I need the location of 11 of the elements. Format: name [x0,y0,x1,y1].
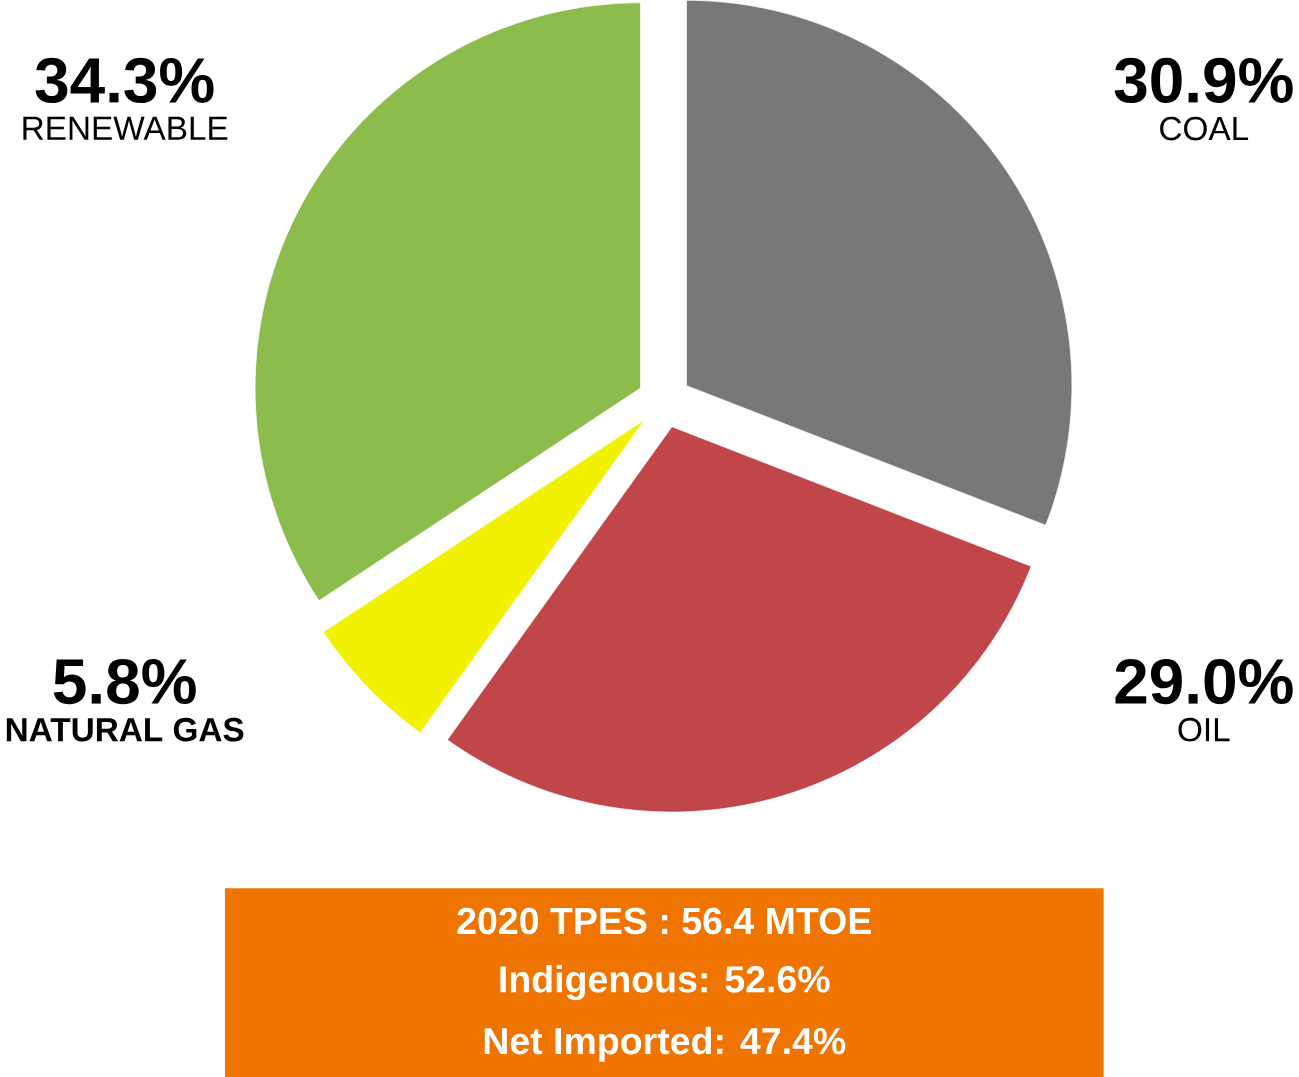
text: 2020 TPES : 56.4 MTOE [457,907,871,935]
data-label: 29.0% [1115,658,1293,705]
slice-label: RENEWABLE [23,116,228,140]
data-label: 34.3% [35,57,214,104]
slice-label: NATURAL GAS [6,717,244,742]
text: Indigenous: 52.6% [500,965,830,1001]
data-label: 5.8% [53,658,196,705]
data-label: 30.9% [1114,57,1293,104]
text: Net Imported: 47.4% [484,1026,846,1062]
slice-label: OIL [1178,717,1230,742]
slice-label: COAL [1160,116,1249,141]
